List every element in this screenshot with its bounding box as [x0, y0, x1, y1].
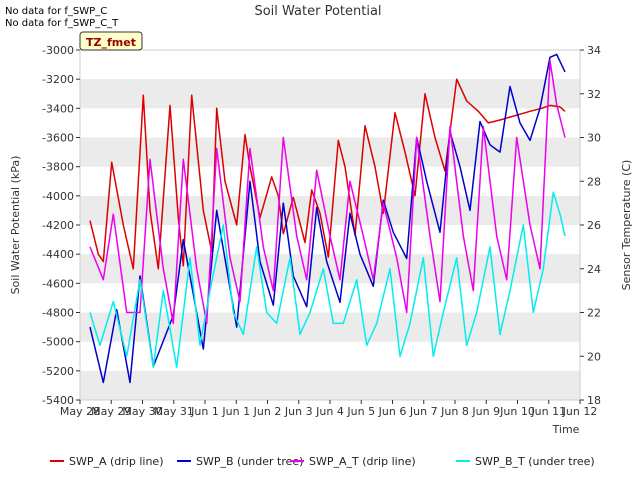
x-tick-label: May 30 [122, 405, 162, 418]
y-axis-right: 18 20 22 24 26 28 30 32 34 [580, 44, 601, 407]
x-tick-label: Jun 10 [499, 405, 535, 418]
series-lines [89, 53, 566, 384]
tz-badge-label: TZ_fmet [86, 36, 136, 49]
x-tick-label: Jun 6 [378, 405, 407, 418]
x-tick-label: Jun 9 [471, 405, 500, 418]
y-tick-label-left: -3000 [42, 44, 74, 57]
y-tick-label-left: -4000 [42, 190, 74, 203]
tz-badge[interactable]: TZ_fmet [79, 31, 143, 51]
x-tick-label: Jun 8 [440, 405, 469, 418]
y-axis-label-left: Soil Water Potential (kPa) [9, 156, 22, 295]
x-tick-label: May 31 [154, 405, 194, 418]
y-axis-left: -5400 -5200 -5000 -4800 -4600 -4400 -4200 -4000… [42, 44, 80, 407]
plot-band [80, 79, 580, 109]
y-tick-label-left: -4800 [42, 307, 74, 320]
x-tick-label: Jun 7 [409, 405, 438, 418]
y-tick-label-left: -5200 [42, 365, 74, 378]
x-axis-label: Time [552, 423, 580, 436]
x-tick-label: Jun 12 [562, 405, 598, 418]
x-tick-label: Jun 5 [346, 405, 375, 418]
tz-badge-box [79, 31, 143, 51]
series-line-swp-b-t [89, 191, 566, 368]
y-tick-label-right: 34 [587, 44, 601, 57]
legend-label: SWP_A (drip line) [69, 455, 164, 468]
y-tick-label-right: 20 [587, 350, 601, 363]
y-tick-label-right: 28 [587, 175, 601, 188]
plot-band [80, 137, 580, 167]
y-tick-label-left: -3600 [42, 132, 74, 145]
x-tick-label: Jun 11 [530, 405, 566, 418]
plot-bands [80, 79, 580, 400]
chart-title: Soil Water Potential [254, 4, 381, 19]
legend-label: SWP_B (under tree) [196, 455, 303, 468]
y-tick-label-left: -5000 [42, 336, 74, 349]
plot-band [80, 370, 580, 400]
x-tick-label: May 29 [91, 405, 131, 418]
x-tick-label: May 28 [60, 405, 100, 418]
y-tick-label-left: -5400 [42, 394, 74, 407]
x-tick-label: Jun 4 [315, 405, 344, 418]
x-tick-label: Jun 2 [253, 405, 282, 418]
y-tick-label-left: -3400 [42, 102, 74, 115]
y-tick-label-right: 18 [587, 394, 601, 407]
series-line-swp-a [89, 78, 566, 270]
x-tick-label: Jun 3 [284, 405, 313, 418]
plot-band [80, 254, 580, 284]
y-tick-label-right: 22 [587, 307, 601, 320]
y-tick-label-right: 32 [587, 88, 601, 101]
legend-label: SWP_A_T (drip line) [309, 455, 416, 468]
y-tick-label-right: 24 [587, 263, 601, 276]
y-tick-label-left: -4400 [42, 248, 74, 261]
x-tick-label: Jun 1 [221, 405, 250, 418]
no-data-note-1: No data for f_SWP_C [5, 6, 108, 17]
series-line-swp-a-t [89, 60, 566, 325]
no-data-note-2: No data for f_SWP_C_T [5, 18, 119, 29]
legend: SWP_A (drip line) SWP_B (under tree) SWP_A… [50, 455, 595, 468]
y-tick-label-left: -4600 [42, 277, 74, 290]
legend-label: SWP_B_T (under tree) [475, 455, 595, 468]
y-tick-label-left: -3800 [42, 161, 74, 174]
y-tick-label-right: 30 [587, 132, 601, 145]
plot-band [80, 312, 580, 342]
y-axis-label-right: Sensor Temperature (C) [620, 160, 633, 291]
y-tick-label-right: 26 [587, 219, 601, 232]
y-tick-label-left: -4200 [42, 219, 74, 232]
y-tick-label-left: -3200 [42, 73, 74, 86]
x-tick-label: Jun 1 [190, 405, 219, 418]
series-line-swp-b [89, 53, 566, 384]
